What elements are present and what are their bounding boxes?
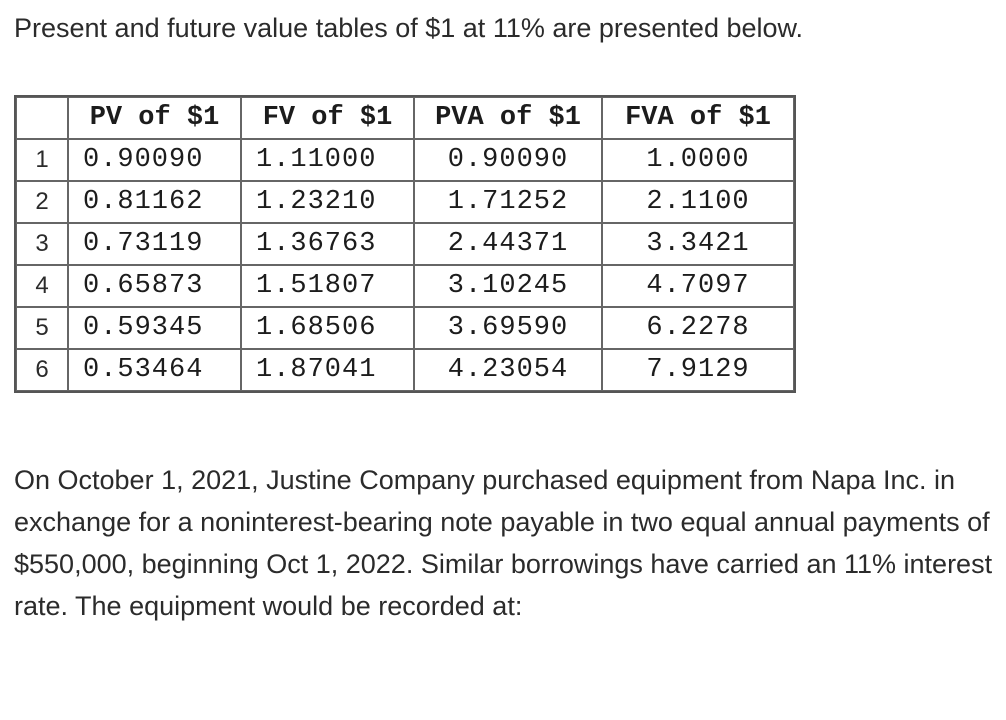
fv-cell: 1.11000 xyxy=(241,139,414,181)
period-cell: 1 xyxy=(16,139,68,181)
fv-cell: 1.87041 xyxy=(241,349,414,391)
question-text: On October 1, 2021, Justine Company purc… xyxy=(14,465,993,621)
period-cell: 2 xyxy=(16,181,68,223)
pv-cell: 0.81162 xyxy=(68,181,241,223)
table-row: 3 0.73119 1.36763 2.44371 3.3421 xyxy=(16,223,794,265)
table-row: 2 0.81162 1.23210 1.71252 2.1100 xyxy=(16,181,794,223)
pv-cell: 0.53464 xyxy=(68,349,241,391)
fva-cell: 2.1100 xyxy=(602,181,794,223)
header-fv: FV of $1 xyxy=(241,97,414,139)
fva-cell: 6.2278 xyxy=(602,307,794,349)
table-row: 1 0.90090 1.11000 0.90090 1.0000 xyxy=(16,139,794,181)
fva-cell: 3.3421 xyxy=(602,223,794,265)
header-period xyxy=(16,97,68,139)
pva-cell: 4.23054 xyxy=(414,349,602,391)
pva-cell: 1.71252 xyxy=(414,181,602,223)
pva-cell: 3.69590 xyxy=(414,307,602,349)
period-cell: 6 xyxy=(16,349,68,391)
table-row: 5 0.59345 1.68506 3.69590 6.2278 xyxy=(16,307,794,349)
pv-cell: 0.59345 xyxy=(68,307,241,349)
header-pva: PVA of $1 xyxy=(414,97,602,139)
table-header-row: PV of $1 FV of $1 PVA of $1 FVA of $1 xyxy=(16,97,794,139)
pv-cell: 0.65873 xyxy=(68,265,241,307)
fv-cell: 1.23210 xyxy=(241,181,414,223)
table-row: 4 0.65873 1.51807 3.10245 4.7097 xyxy=(16,265,794,307)
fv-cell: 1.36763 xyxy=(241,223,414,265)
intro-text: Present and future value tables of $1 at… xyxy=(14,13,804,43)
pva-cell: 0.90090 xyxy=(414,139,602,181)
period-cell: 3 xyxy=(16,223,68,265)
value-table-container: PV of $1 FV of $1 PVA of $1 FVA of $1 1 … xyxy=(14,95,796,393)
table-row: 6 0.53464 1.87041 4.23054 7.9129 xyxy=(16,349,794,391)
pva-cell: 3.10245 xyxy=(414,265,602,307)
present-future-value-table: PV of $1 FV of $1 PVA of $1 FVA of $1 1 … xyxy=(14,95,796,393)
pv-cell: 0.73119 xyxy=(68,223,241,265)
pv-cell: 0.90090 xyxy=(68,139,241,181)
period-cell: 4 xyxy=(16,265,68,307)
fva-cell: 7.9129 xyxy=(602,349,794,391)
header-pv: PV of $1 xyxy=(68,97,241,139)
fva-cell: 4.7097 xyxy=(602,265,794,307)
fv-cell: 1.68506 xyxy=(241,307,414,349)
period-cell: 5 xyxy=(16,307,68,349)
header-fva: FVA of $1 xyxy=(602,97,794,139)
fv-cell: 1.51807 xyxy=(241,265,414,307)
pva-cell: 2.44371 xyxy=(414,223,602,265)
fva-cell: 1.0000 xyxy=(602,139,794,181)
